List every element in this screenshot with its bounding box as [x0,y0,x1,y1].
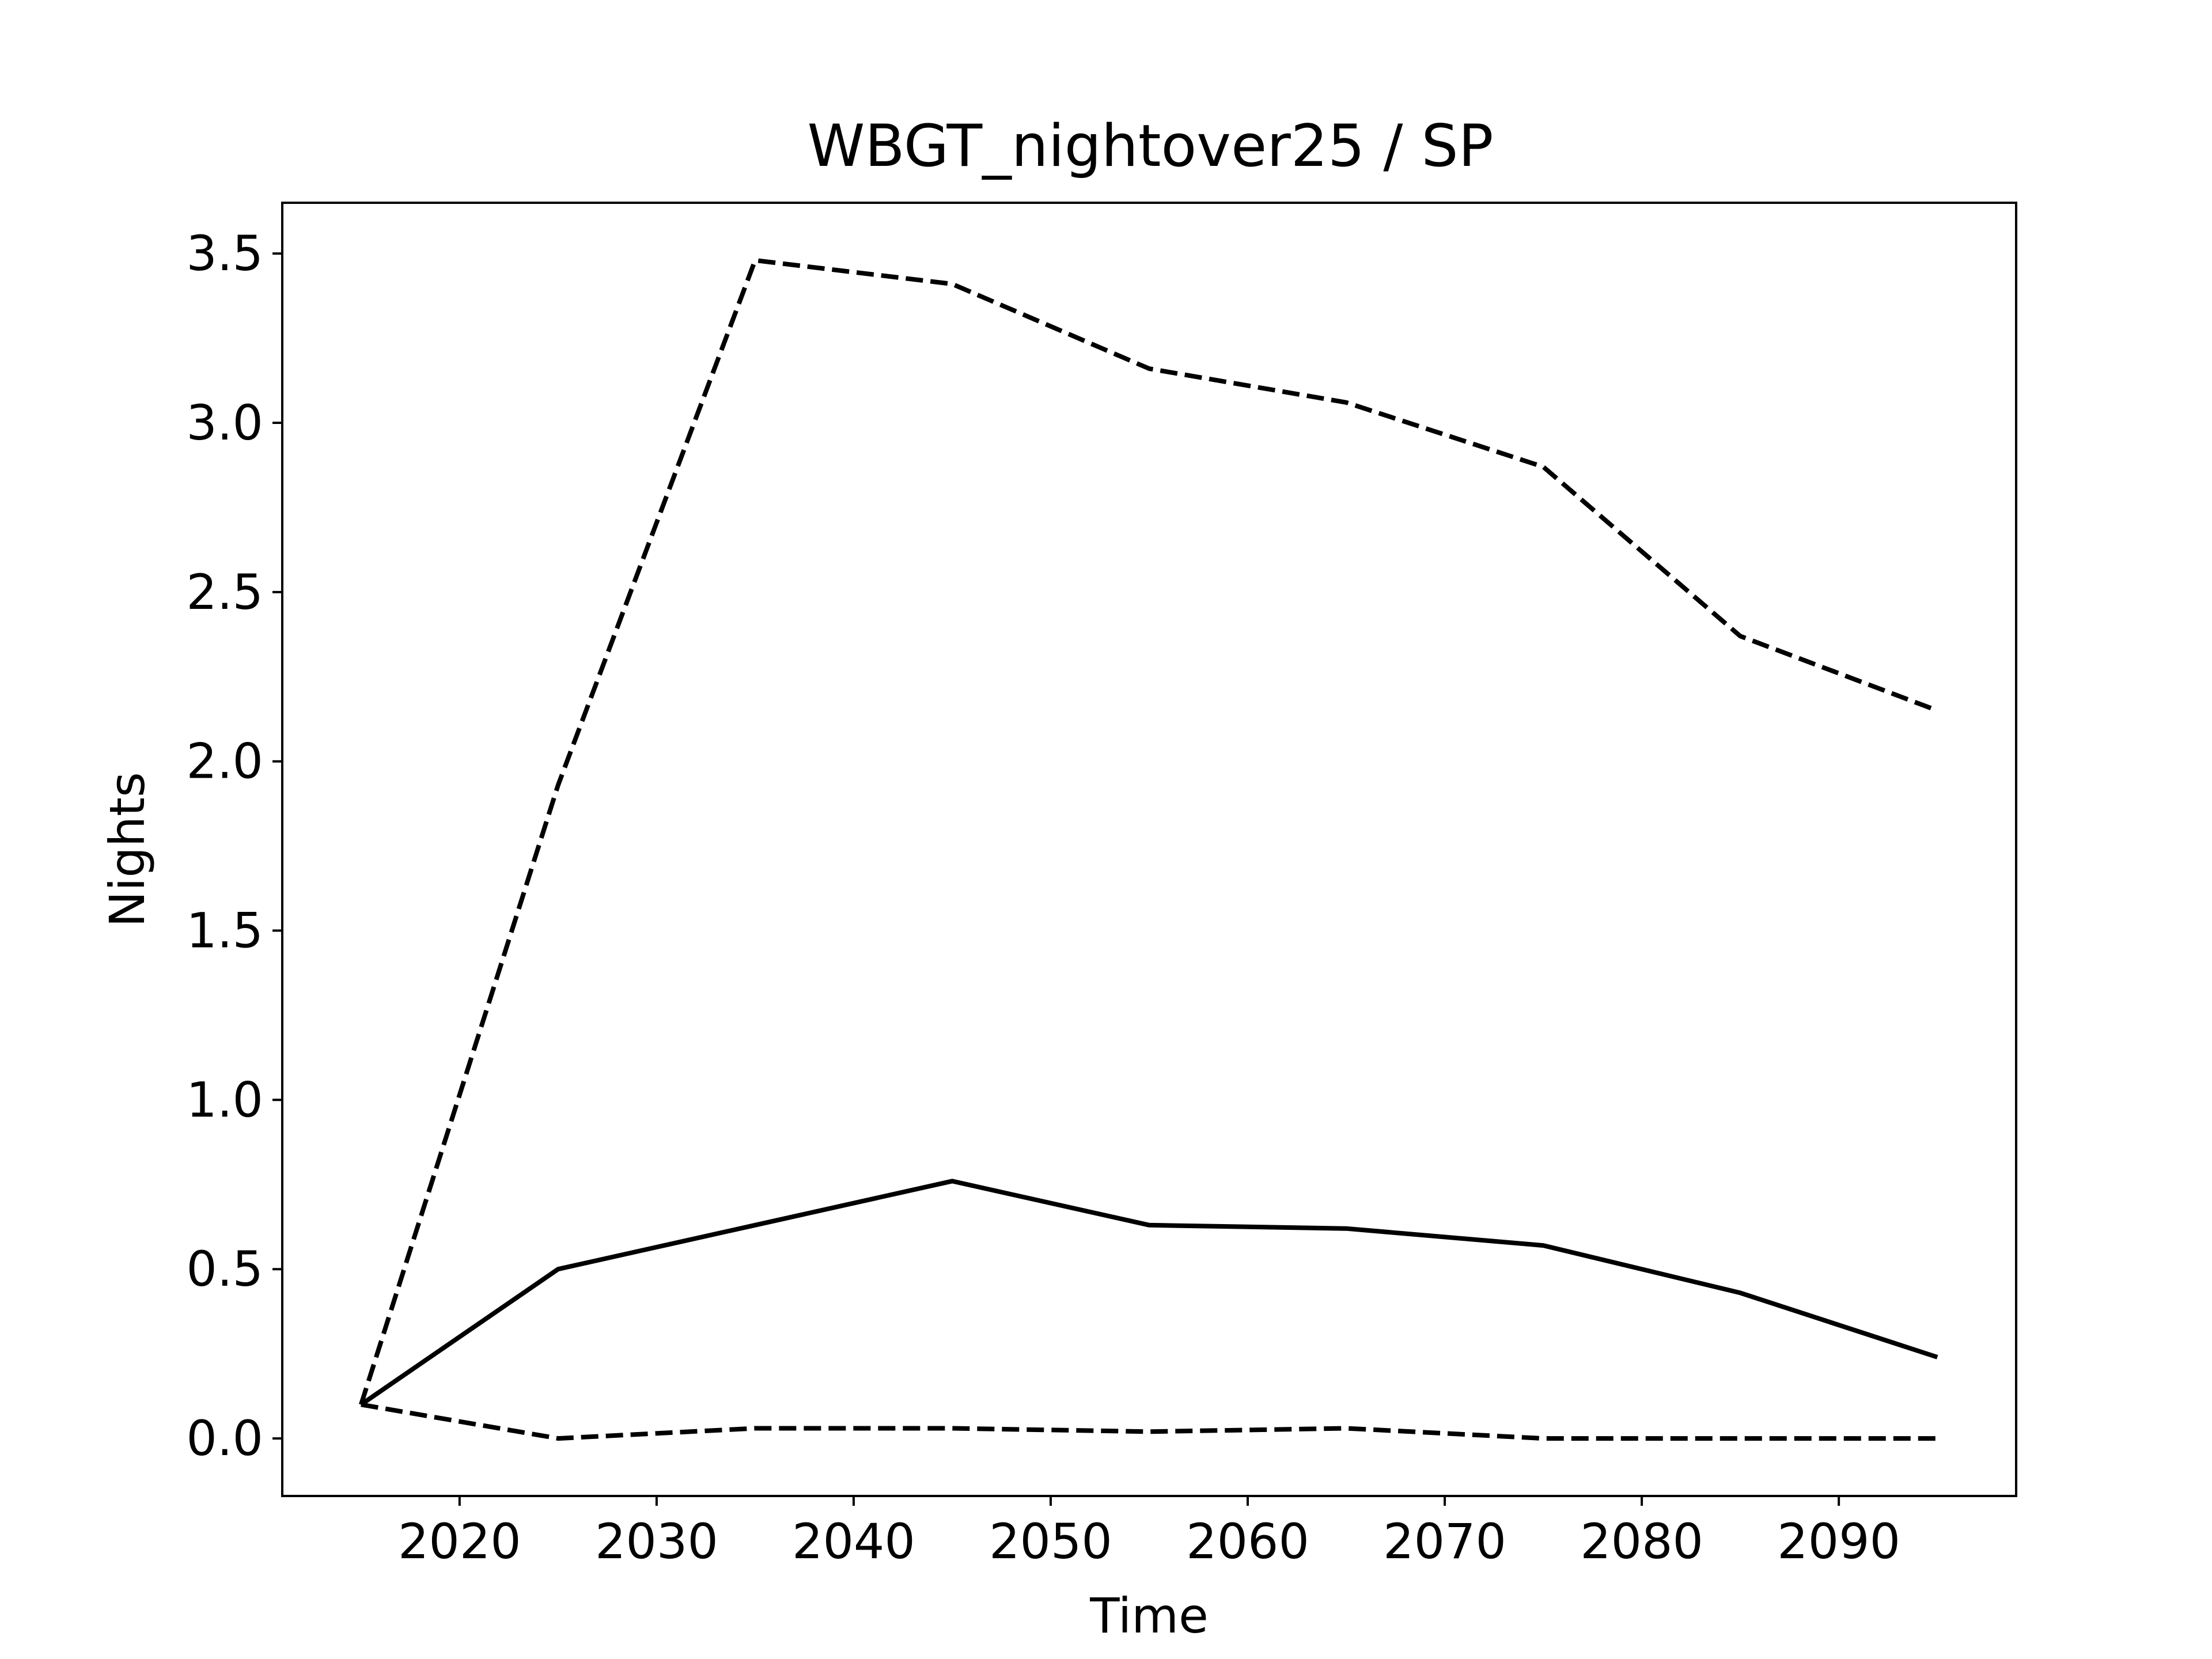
y-tick-label: 1.5 [186,903,263,959]
series-line-2-solid [359,1179,1938,1407]
x-tick-label: 2020 [398,1513,521,1570]
series-line-1-dashed [358,257,1938,1406]
y-tick-label: 0.0 [186,1410,263,1467]
x-tick-label: 2030 [595,1513,718,1570]
series-line-3-dashed [361,1402,1938,1441]
chart-title: WBGT_nightover25 / SP [807,112,1493,180]
y-tick-label: 3.0 [186,395,263,451]
y-tick-label: 2.0 [186,733,263,790]
x-tick-label: 2070 [1383,1513,1506,1570]
x-tick-label: 2090 [1777,1513,1900,1570]
y-axis: 0.0 0.5 1.0 1.5 2.0 2.5 3.0 3.5 [186,225,282,1467]
y-tick-label: 3.5 [186,225,263,282]
y-axis-label: Nights [99,772,156,927]
y-tick-label: 1.0 [186,1071,263,1128]
x-tick-label: 2080 [1580,1513,1703,1570]
x-tick-label: 2040 [792,1513,915,1570]
x-axis: 2020 2030 2040 2050 2060 2070 2080 2090 [398,1496,1900,1570]
x-axis-label: Time [1089,1588,1209,1644]
x-tick-label: 2060 [1186,1513,1309,1570]
y-tick-label: 2.5 [186,564,263,620]
axes-frame [281,202,2017,1497]
x-tick-label: 2050 [989,1513,1112,1570]
y-tick-label: 0.5 [186,1241,263,1297]
plot-area [358,257,1938,1441]
